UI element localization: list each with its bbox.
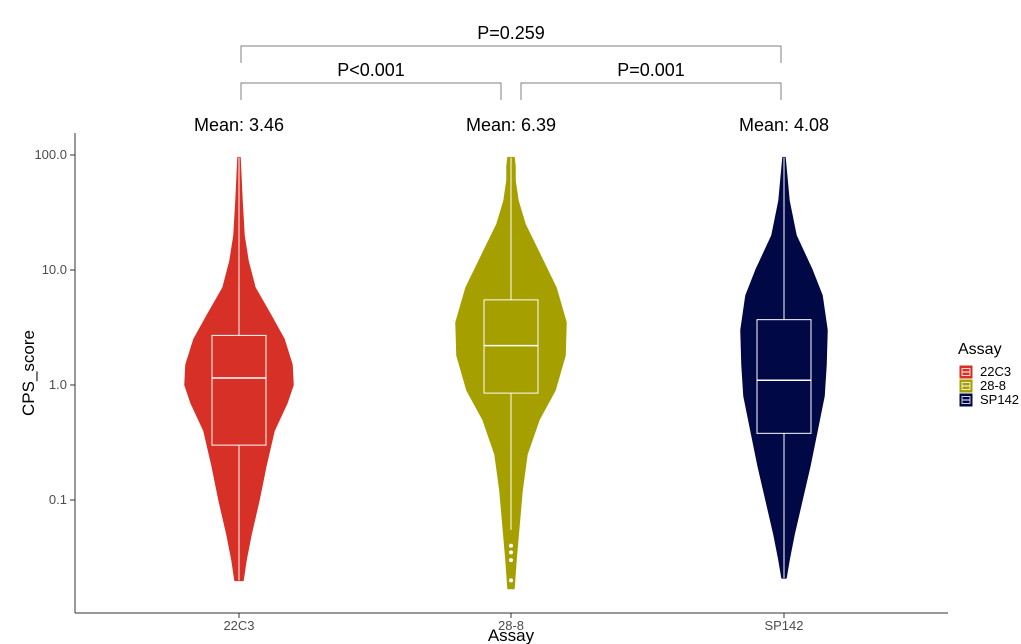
legend-title: Assay bbox=[958, 341, 1002, 358]
box-22C3 bbox=[211, 334, 267, 446]
y-tick-label: 100.0 bbox=[34, 147, 67, 162]
significance-brackets: P<0.001 P=0.001 P=0.259 bbox=[240, 23, 782, 100]
significance-bracket bbox=[520, 82, 782, 100]
violin-28-8 bbox=[455, 156, 567, 590]
legend-key-box bbox=[961, 396, 971, 404]
y-tick-label: 0.1 bbox=[49, 492, 67, 507]
violin-22C3 bbox=[184, 156, 294, 582]
legend-label: SP142 bbox=[980, 392, 1019, 407]
p-value-label: P=0.001 bbox=[617, 60, 685, 80]
outlier-point bbox=[509, 550, 513, 555]
violin-layer bbox=[184, 156, 828, 590]
p-value-label: P<0.001 bbox=[337, 60, 405, 80]
outlier-point bbox=[509, 578, 513, 583]
mean-labels: Mean: 3.46 Mean: 6.39 Mean: 4.08 bbox=[194, 115, 829, 135]
x-tick-label: 28-8 bbox=[498, 618, 524, 633]
outlier-point bbox=[509, 543, 513, 548]
mean-label: Mean: 6.39 bbox=[466, 115, 556, 135]
violin-SP142 bbox=[740, 156, 828, 579]
plot-area: 0.1 1.0 10.0 100.0 22C3 28-8 SP142 bbox=[34, 133, 948, 633]
mean-label: Mean: 4.08 bbox=[739, 115, 829, 135]
mean-label: Mean: 3.46 bbox=[194, 115, 284, 135]
outlier-point bbox=[509, 558, 513, 563]
x-ticks: 22C3 28-8 SP142 bbox=[223, 613, 804, 633]
legend-label: 22C3 bbox=[980, 364, 1011, 379]
box-28-8 bbox=[483, 299, 539, 394]
x-tick-label: SP142 bbox=[764, 618, 803, 633]
p-value-label: P=0.259 bbox=[477, 23, 545, 43]
y-axis-title: CPS_score bbox=[19, 330, 38, 416]
legend-key-box bbox=[961, 382, 971, 390]
significance-bracket bbox=[240, 82, 502, 100]
y-tick-label: 1.0 bbox=[49, 377, 67, 392]
x-axis-title: Assay bbox=[488, 626, 535, 644]
x-tick-label: 22C3 bbox=[223, 618, 254, 633]
box-SP142 bbox=[756, 319, 812, 434]
y-tick-label: 10.0 bbox=[42, 262, 67, 277]
legend-label: 28-8 bbox=[980, 378, 1006, 393]
legend-key-box bbox=[961, 368, 971, 376]
y-ticks: 0.1 1.0 10.0 100.0 bbox=[34, 147, 75, 507]
significance-bracket bbox=[240, 45, 782, 63]
